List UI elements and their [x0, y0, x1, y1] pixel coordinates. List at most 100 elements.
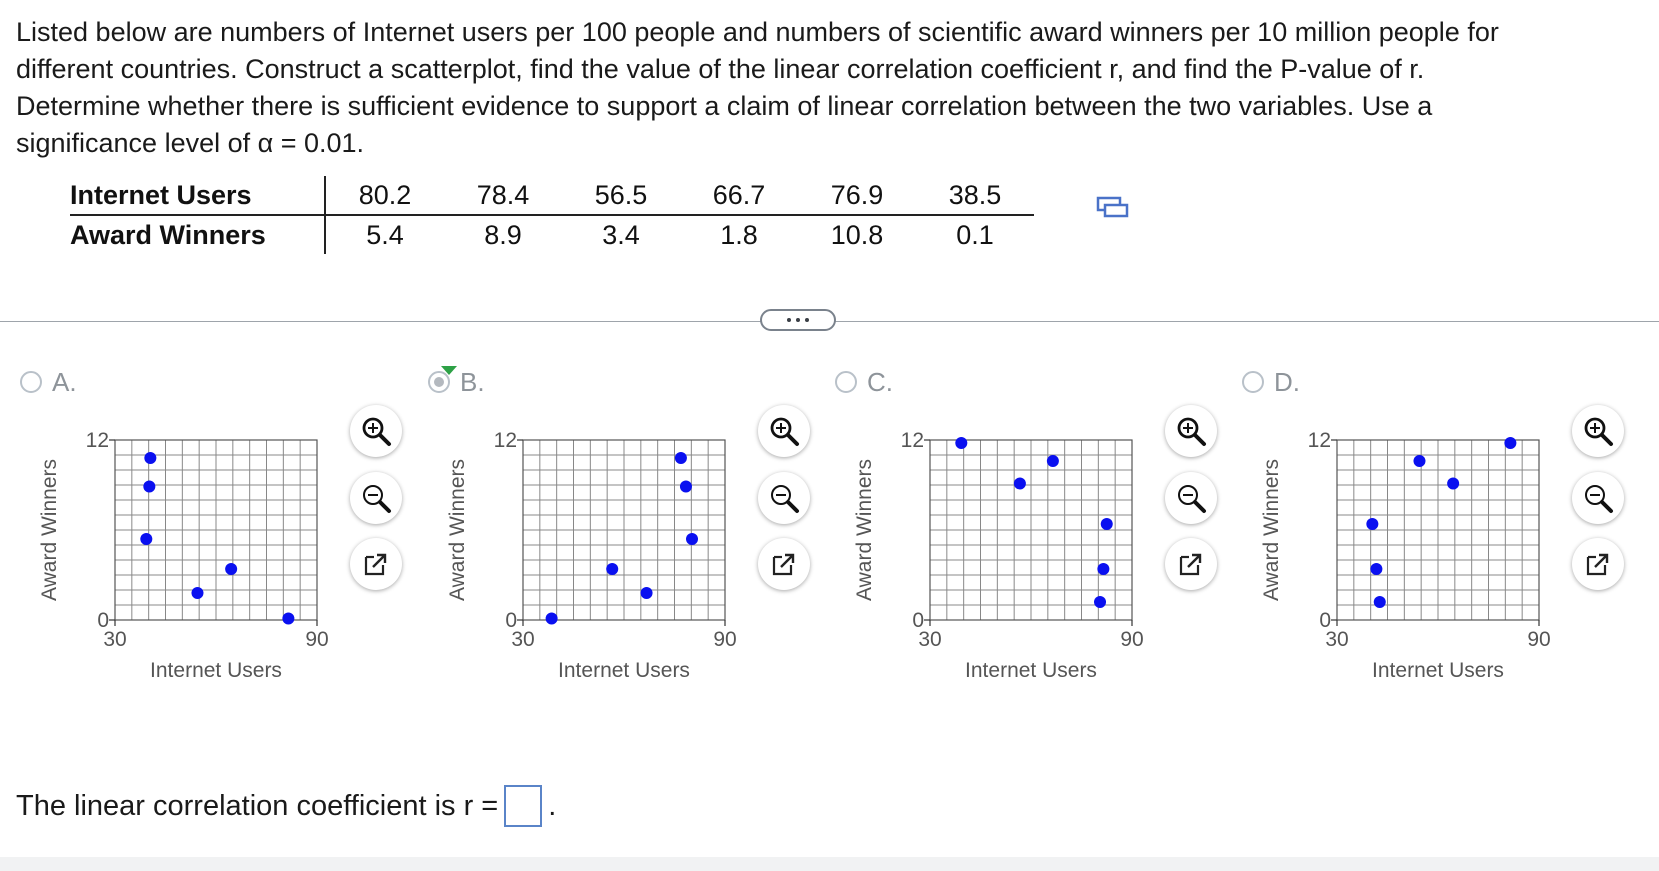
data-point: [640, 587, 653, 599]
choice-radio[interactable]: [1242, 371, 1264, 393]
y-tick-label: 12: [1308, 429, 1331, 452]
table-cell: 1.8: [720, 219, 758, 250]
x-tick-label: 90: [1527, 628, 1550, 651]
x-axis-label: Internet Users: [1372, 659, 1504, 682]
answer-line: The linear correlation coefficient is r …: [16, 785, 556, 827]
plot-grid: [1336, 439, 1540, 621]
correct-marker-icon: [441, 366, 457, 375]
y-axis-label: Award Winners: [38, 459, 61, 601]
zoom-out-button[interactable]: [758, 472, 810, 524]
row-label-internet-users: Internet Users: [70, 176, 326, 216]
table-cell: 66.7: [680, 176, 798, 216]
data-point: [1097, 563, 1110, 575]
zoom-out-icon: [771, 485, 799, 513]
zoom-in-icon: [770, 417, 799, 446]
zoom-in-button[interactable]: [1572, 405, 1624, 457]
y-tick-label: 0: [505, 609, 517, 632]
choice-radio[interactable]: [835, 371, 857, 393]
zoom-out-button[interactable]: [1572, 472, 1624, 524]
zoom-in-button[interactable]: [350, 405, 402, 457]
popout-button[interactable]: [350, 538, 402, 590]
data-point: [1373, 596, 1386, 608]
y-tick-label: 12: [901, 429, 924, 452]
scatter-plot: 12 030 90 Internet Users Award Winners: [446, 429, 737, 682]
y-tick-label: 12: [494, 429, 517, 452]
x-axis-label: Internet Users: [150, 659, 282, 682]
zoom-out-button[interactable]: [1165, 472, 1217, 524]
data-point: [1366, 518, 1379, 530]
choice-letter: B.: [460, 366, 485, 397]
data-point: [282, 612, 295, 625]
data-table: Internet Users 80.2 78.4 56.5 66.7 76.9 …: [70, 176, 1034, 254]
choice-radio-row[interactable]: C.: [835, 365, 893, 399]
zoom-in-button[interactable]: [1165, 405, 1217, 457]
table-cell: 38.5: [916, 176, 1034, 216]
scatter-plot: 12 030 90 Internet Users Award Winners: [853, 429, 1144, 682]
choice-c: C. 12 0 30 90 Internet Users Award Winners: [835, 365, 1235, 745]
table-cell: 80.2: [325, 176, 444, 216]
data-point: [1413, 455, 1426, 467]
data-point: [191, 587, 204, 599]
answer-prefix: The linear correlation coefficient is r …: [16, 789, 499, 822]
plot-frame: [522, 439, 726, 621]
popout-button[interactable]: [1572, 538, 1624, 590]
data-point: [1013, 477, 1026, 490]
table-row: Internet Users 80.2 78.4 56.5 66.7 76.9 …: [70, 176, 1034, 216]
data-point: [674, 452, 687, 464]
correlation-input[interactable]: [504, 785, 543, 827]
popout-icon: [1586, 553, 1609, 576]
x-axis-label: Internet Users: [558, 659, 690, 682]
choice-letter: C.: [867, 366, 893, 397]
plot-frame: [1336, 439, 1540, 621]
table-cell: 76.9: [798, 176, 916, 216]
choice-radio[interactable]: [428, 366, 457, 393]
data-point: [1100, 518, 1113, 530]
data-point: [1504, 437, 1517, 449]
table-cell: 8.9: [484, 219, 522, 250]
choice-radio-row[interactable]: A.: [20, 365, 77, 399]
plot-frame: [114, 439, 318, 621]
plot-grid: [929, 439, 1133, 621]
x-tick-label: 30: [1325, 628, 1348, 651]
data-point: [140, 533, 153, 545]
copy-table-icon[interactable]: [1096, 196, 1130, 218]
zoom-out-icon: [363, 485, 391, 513]
choice-radio-row[interactable]: D.: [1242, 365, 1300, 399]
data-point: [955, 437, 968, 449]
zoom-out-button[interactable]: [350, 472, 402, 524]
data-point: [144, 452, 157, 464]
data-point: [1046, 455, 1059, 467]
x-axis-label: Internet Users: [965, 659, 1097, 682]
data-point: [679, 480, 692, 493]
y-tick-label: 12: [86, 429, 109, 452]
y-tick-label: 0: [912, 609, 924, 632]
choice-b: B. 12 0 30 90 Internet Users Award Winners: [428, 365, 828, 745]
plot-grid: [114, 439, 318, 621]
question-text: Listed below are numbers of Internet use…: [16, 17, 1499, 158]
zoom-out-icon: [1585, 485, 1613, 513]
x-tick-label: 30: [918, 628, 941, 651]
popout-button[interactable]: [758, 538, 810, 590]
y-axis-label: Award Winners: [446, 459, 469, 601]
x-tick-label: 90: [305, 628, 328, 651]
data-point: [686, 533, 699, 545]
data-point: [1370, 563, 1383, 575]
choice-radio[interactable]: [20, 371, 42, 393]
choice-letter: A.: [52, 366, 77, 397]
popout-icon: [1179, 553, 1202, 576]
more-options-button[interactable]: [760, 309, 836, 331]
zoom-in-button[interactable]: [758, 405, 810, 457]
popout-button[interactable]: [1165, 538, 1217, 590]
data-point: [225, 563, 238, 575]
choice-radio-row[interactable]: B.: [428, 365, 485, 399]
zoom-in-icon: [1177, 417, 1206, 446]
y-tick-label: 0: [97, 609, 109, 632]
scatter-plot: 12 030 90 Internet Users Award Winners: [1260, 429, 1551, 682]
zoom-out-icon: [1178, 485, 1206, 513]
x-tick-label: 30: [511, 628, 534, 651]
table-cell: 3.4: [602, 219, 640, 250]
scatter-plot: 12 030 90 Internet Users Award Winners: [38, 429, 329, 682]
x-tick-label: 30: [103, 628, 126, 651]
y-axis-label: Award Winners: [853, 459, 876, 601]
row-label-award-winners: Award Winners: [70, 215, 326, 254]
